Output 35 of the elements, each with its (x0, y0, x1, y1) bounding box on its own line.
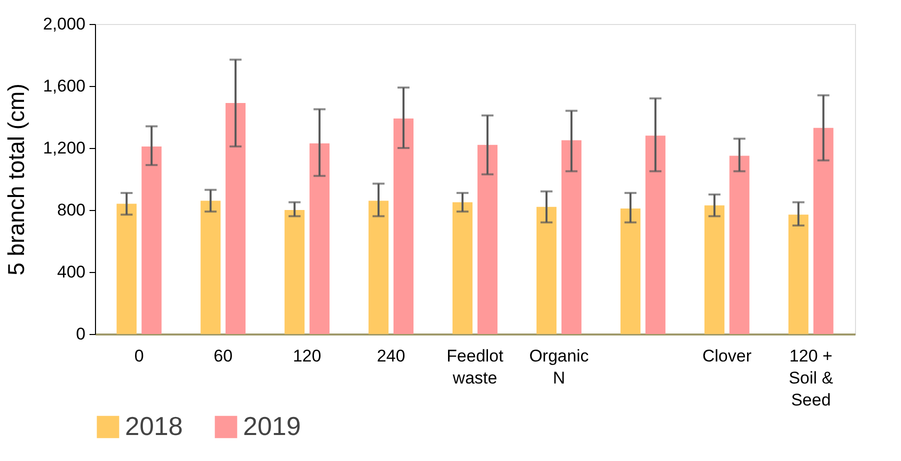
bar (813, 128, 834, 334)
bar (536, 206, 556, 334)
bar (394, 118, 414, 334)
bar (284, 210, 305, 334)
y-tick-label: 1,200 (42, 138, 86, 158)
bar (116, 204, 137, 334)
y-tick-label: 0 (76, 324, 86, 344)
legend-label: 2018 (125, 411, 183, 441)
y-tick-label: 400 (57, 262, 86, 282)
x-tick-label: Feedlot waste (446, 346, 504, 388)
x-tick-label: 60 (214, 346, 233, 366)
x-tick-label: Organic N (529, 346, 590, 388)
bar (452, 202, 473, 334)
bar (226, 103, 246, 334)
bar (310, 143, 330, 334)
bar (200, 200, 221, 334)
bar (561, 140, 582, 334)
x-tick-label: Clover (702, 346, 752, 366)
legend-label: 2019 (243, 411, 301, 441)
x-tick-label: 240 (376, 346, 406, 366)
bar (477, 144, 498, 334)
bar (788, 214, 808, 334)
bar (368, 200, 389, 334)
bar (729, 156, 750, 334)
y-tick-label: 2,000 (42, 14, 86, 34)
bar (645, 136, 666, 334)
y-tick-label: 1,600 (42, 76, 86, 96)
bar (142, 146, 162, 334)
x-tick-label: 120 (292, 346, 322, 366)
x-tick-label: 0 (134, 346, 144, 366)
y-axis-title: 5 branch total (cm) (2, 84, 29, 276)
bar (620, 208, 640, 334)
bar (704, 205, 724, 334)
y-tick-label: 800 (57, 200, 86, 220)
x-tick-label: 120 + Soil & Seed (788, 346, 834, 410)
